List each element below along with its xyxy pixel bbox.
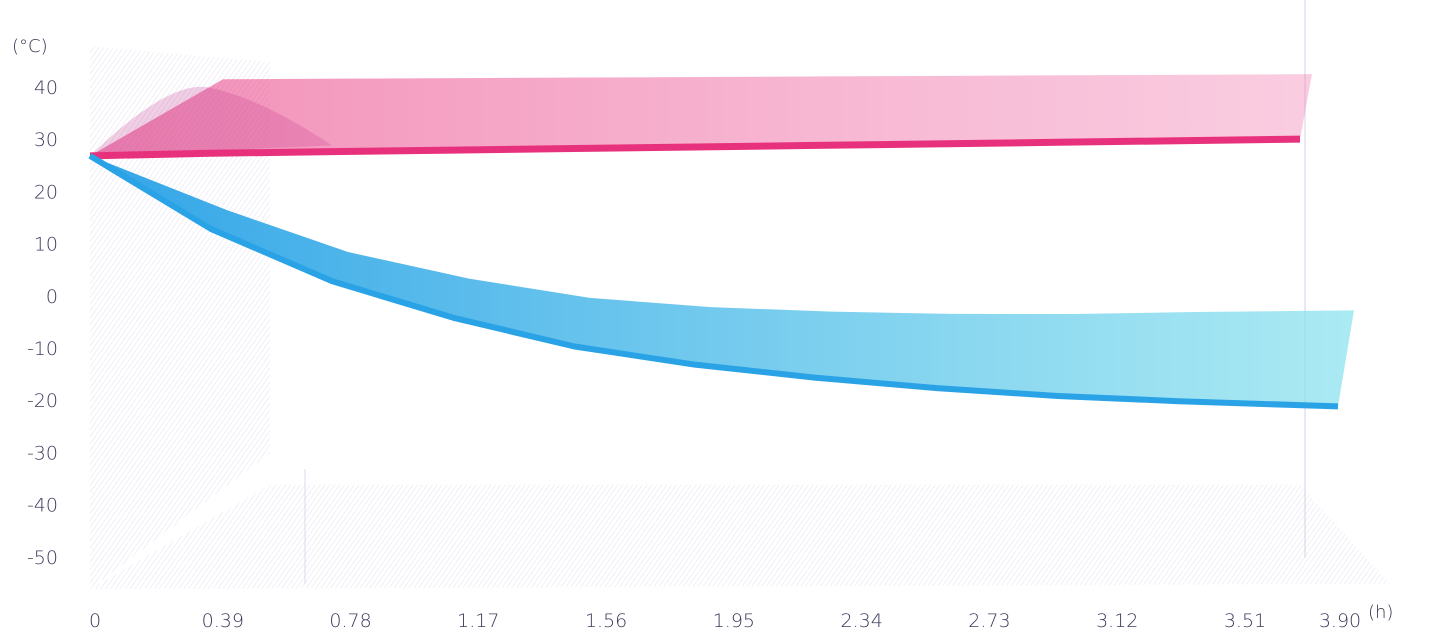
y-tick-label: 30 <box>34 129 58 151</box>
series-point-1-10 <box>1337 405 1339 407</box>
series-point-1-9 <box>1178 400 1180 402</box>
series-point-1-3 <box>452 316 454 318</box>
x-tick-label: 1.95 <box>713 610 755 632</box>
series-surface-0 <box>90 74 1312 156</box>
series-point-1-8 <box>1057 395 1059 397</box>
y-axis-unit: (°C) <box>12 36 48 57</box>
series-point-1-2 <box>331 280 333 282</box>
series-point-1-4 <box>573 345 575 347</box>
series-point-1-0 <box>89 155 91 157</box>
x-tick-label: 0.78 <box>329 610 371 632</box>
y-tick-label: 20 <box>34 181 58 203</box>
backdrop-floor <box>90 484 1390 590</box>
x-tick-label: 0.39 <box>202 610 244 632</box>
series-point-0-8 <box>1057 141 1059 143</box>
series-line-0 <box>89 135 1301 160</box>
x-tick-label: 0 <box>89 610 101 632</box>
y-tick-label: -10 <box>27 338 58 360</box>
x-tick-label: 1.17 <box>457 610 499 632</box>
series-point-0-5 <box>694 146 696 148</box>
series-point-0-2 <box>331 150 333 152</box>
y-tick-label: -50 <box>27 547 58 569</box>
x-tick-label: 2.34 <box>841 610 883 632</box>
series-point-0-3 <box>452 149 454 151</box>
series-point-0-6 <box>815 144 817 146</box>
series-point-0-4 <box>573 147 575 149</box>
series-point-0-7 <box>936 143 938 145</box>
y-tick-label: 10 <box>34 234 58 256</box>
x-tick-label: 2.73 <box>968 610 1010 632</box>
y-tick-label: 40 <box>34 77 58 99</box>
y-tick-label: -20 <box>27 390 58 412</box>
series-point-1-6 <box>815 377 817 379</box>
series-point-0-1 <box>210 152 212 154</box>
y-tick-label: -30 <box>27 442 58 464</box>
series-peak-0 <box>90 86 332 156</box>
y-tick-label: -40 <box>27 495 58 517</box>
x-axis-unit: (h) <box>1368 602 1393 623</box>
series-point-1-1 <box>210 228 212 230</box>
x-tick-label: 1.56 <box>585 610 627 632</box>
x-tick-label: 3.90 <box>1319 610 1361 632</box>
y-tick-label: 0 <box>46 286 58 308</box>
series-point-1-5 <box>694 363 696 365</box>
x-tick-label: 3.51 <box>1224 610 1266 632</box>
series-point-1-7 <box>936 387 938 389</box>
series-surface-1 <box>90 155 1354 407</box>
x-tick-label: 3.12 <box>1096 610 1138 632</box>
series-point-0-9 <box>1178 140 1180 142</box>
series-point-0-10 <box>1299 138 1301 140</box>
series-line-1 <box>88 153 1339 410</box>
